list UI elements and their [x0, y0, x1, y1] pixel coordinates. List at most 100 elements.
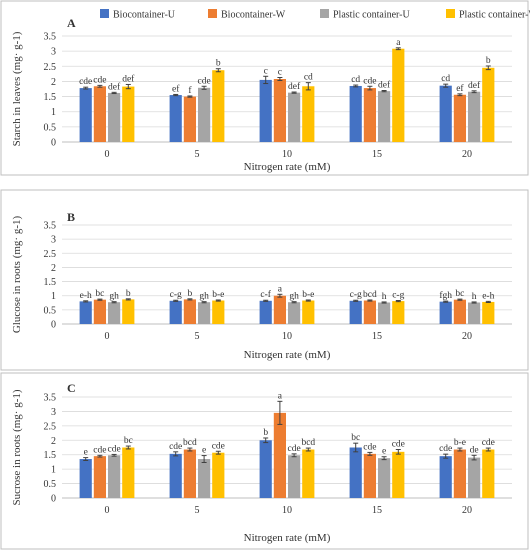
bar-biocontainer-u — [259, 300, 272, 324]
bar-biocontainer-u — [79, 301, 92, 324]
y-tick-label: 0.5 — [44, 305, 57, 316]
x-category-label: 20 — [462, 331, 472, 342]
bar-plastic-container-u — [468, 302, 481, 324]
bar-biocontainer-u — [79, 88, 92, 142]
legend-swatch — [100, 9, 109, 18]
significance-label: bc — [455, 289, 464, 299]
x-category-label: 10 — [282, 505, 292, 516]
bar-plastic-container-w — [212, 70, 225, 142]
significance-label: cde — [93, 445, 106, 455]
bar-biocontainer-w — [183, 299, 196, 324]
bar-plastic-container-u — [378, 302, 391, 324]
significance-label: fgh — [439, 290, 452, 301]
y-tick-label: 2.5 — [44, 62, 57, 73]
bar-biocontainer-w — [93, 299, 106, 324]
bar-plastic-container-w — [482, 449, 495, 498]
significance-label: cde — [169, 442, 182, 452]
y-tick-label: 1.5 — [44, 92, 57, 103]
significance-label: b — [486, 56, 491, 66]
significance-label: cde — [198, 76, 211, 86]
bar-biocontainer-u — [259, 440, 272, 498]
bar-plastic-container-w — [302, 86, 315, 142]
legend-item: Biocontainer-U — [113, 10, 176, 21]
y-tick-label: 0 — [51, 138, 56, 149]
y-tick-label: 3 — [51, 235, 56, 246]
bar-plastic-container-w — [392, 451, 405, 498]
x-category-label: 0 — [105, 149, 110, 160]
significance-label: a — [278, 284, 283, 294]
bar-biocontainer-u — [349, 447, 362, 498]
bar-biocontainer-w — [363, 453, 376, 498]
panel-letter: B — [67, 210, 75, 224]
bar-biocontainer-u — [169, 95, 182, 142]
significance-label: e — [84, 448, 88, 458]
panel-letter: C — [67, 381, 76, 395]
x-axis-title: Nitrogen rate (mM) — [244, 161, 331, 173]
panel-frame — [0, 189, 529, 371]
bar-plastic-container-w — [122, 86, 135, 142]
significance-label: c — [264, 66, 268, 76]
bar-biocontainer-w — [453, 94, 466, 142]
bar-biocontainer-w — [93, 86, 106, 142]
bar-biocontainer-w — [93, 456, 106, 498]
significance-label: cde — [482, 438, 495, 448]
bar-plastic-container-w — [212, 300, 225, 324]
significance-label: c-f — [260, 289, 271, 300]
significance-label: b — [263, 428, 268, 438]
x-category-label: 20 — [462, 505, 472, 516]
bar-biocontainer-u — [259, 79, 272, 142]
significance-label: c-g — [350, 290, 362, 300]
panel-b: 0 0.5 1 1.5 2 2.5 3 3.5 B Glucose in roots (mg· g… — [0, 189, 529, 371]
bar-biocontainer-w — [363, 88, 376, 142]
significance-label: def — [468, 80, 481, 91]
bar-plastic-container-u — [198, 302, 211, 324]
bar-biocontainer-u — [349, 85, 362, 142]
significance-label: a — [278, 391, 283, 401]
y-tick-label: 0 — [51, 320, 56, 331]
bar-plastic-container-w — [122, 447, 135, 498]
legend-item: Plastic container-U — [333, 10, 410, 21]
y-tick-label: 2 — [51, 263, 56, 274]
significance-label: cd — [304, 73, 313, 83]
bar-plastic-container-w — [482, 67, 495, 142]
y-tick-label: 0.5 — [44, 479, 57, 490]
bar-plastic-container-w — [302, 300, 315, 324]
bar-biocontainer-w — [183, 449, 196, 498]
significance-label: cde — [363, 442, 376, 452]
legend-swatch — [208, 9, 217, 18]
significance-label: cde — [288, 444, 301, 454]
significance-label: c — [278, 67, 282, 77]
bar-plastic-container-u — [288, 92, 301, 142]
bar-biocontainer-w — [273, 295, 286, 324]
bar-plastic-container-u — [288, 455, 301, 498]
y-axis-title: Glucose in roots (mg· g-1) — [11, 216, 23, 334]
x-axis-title: Nitrogen rate (mM) — [244, 532, 331, 544]
significance-label: b — [188, 289, 193, 299]
bar-plastic-container-w — [122, 299, 135, 324]
panel-letter: A — [67, 16, 76, 30]
significance-label: gh — [109, 292, 119, 302]
y-tick-label: 2 — [51, 77, 56, 88]
significance-label: def — [288, 81, 301, 92]
bar-plastic-container-u — [108, 92, 121, 142]
legend-swatch — [320, 9, 329, 18]
significance-label: b-e — [302, 290, 314, 300]
significance-label: e-h — [482, 291, 494, 301]
bar-biocontainer-u — [439, 456, 452, 498]
significance-label: def — [108, 81, 121, 92]
significance-label: c-g — [170, 290, 182, 300]
significance-label: cde — [392, 440, 405, 450]
y-tick-label: 2.5 — [44, 421, 57, 432]
bar-plastic-container-u — [378, 458, 391, 498]
significance-label: bc — [351, 433, 360, 443]
bar-biocontainer-u — [169, 300, 182, 324]
y-tick-label: 0 — [51, 494, 56, 505]
legend-item: Plastic container-W — [459, 10, 530, 21]
significance-label: f — [188, 85, 192, 96]
bar-plastic-container-w — [392, 48, 405, 142]
significance-label: cde — [108, 444, 121, 454]
bar-plastic-container-u — [468, 457, 481, 498]
x-category-label: 15 — [372, 505, 382, 516]
significance-label: bcd — [183, 438, 197, 448]
